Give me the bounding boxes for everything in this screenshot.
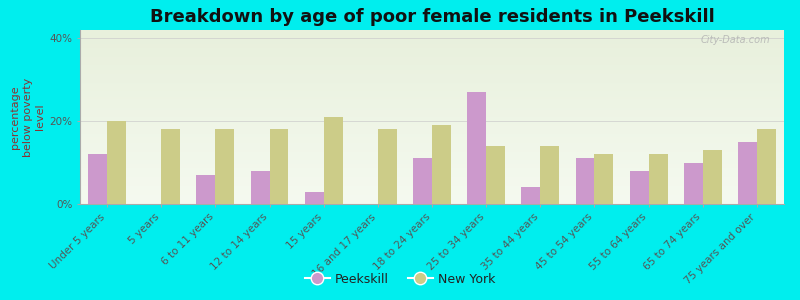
Bar (702, 150, 722, 204)
Bar (738, 142, 757, 204)
Legend: Peekskill, New York: Peekskill, New York (300, 268, 500, 291)
Y-axis label: percentage
below poverty
level: percentage below poverty level (10, 77, 45, 157)
Bar (684, 163, 702, 204)
Bar (270, 129, 289, 204)
Bar (107, 121, 126, 204)
Bar (630, 171, 649, 204)
Bar (594, 154, 614, 204)
Bar (324, 117, 342, 204)
Bar (649, 154, 667, 204)
Bar (540, 146, 559, 204)
Bar (305, 192, 324, 204)
Bar (757, 129, 776, 204)
Bar (88, 154, 107, 204)
Bar (197, 175, 215, 204)
Bar (162, 129, 180, 204)
Bar (378, 129, 397, 204)
Bar (575, 158, 594, 204)
Bar (215, 129, 234, 204)
Bar (413, 158, 432, 204)
Bar (522, 188, 540, 204)
Bar (250, 171, 270, 204)
Title: Breakdown by age of poor female residents in Peekskill: Breakdown by age of poor female resident… (150, 8, 714, 26)
Text: City-Data.com: City-Data.com (700, 35, 770, 45)
Bar (432, 125, 451, 204)
Bar (486, 146, 505, 204)
Bar (467, 92, 486, 204)
